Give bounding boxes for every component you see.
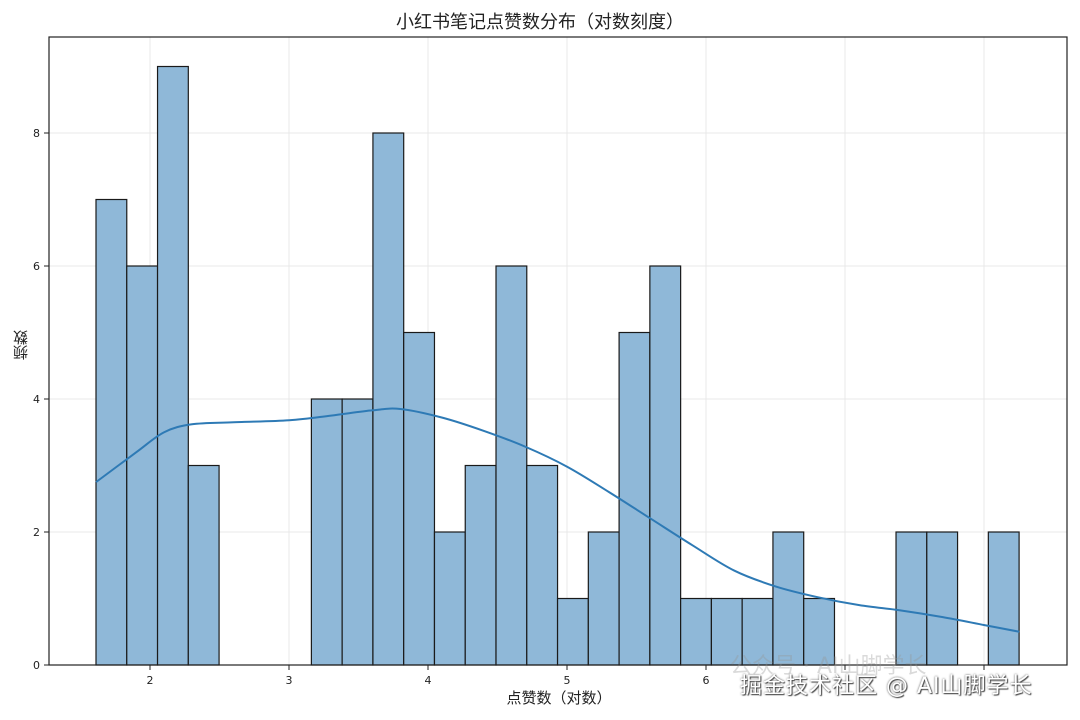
y-axis-label: 频数 [12, 330, 30, 360]
histogram-bar [156, 65, 189, 666]
svg-text:4: 4 [425, 674, 432, 687]
histogram-bar [95, 198, 128, 666]
svg-text:6: 6 [33, 260, 40, 273]
svg-text:4: 4 [33, 393, 40, 406]
svg-text:2: 2 [33, 526, 40, 539]
histogram-bar [403, 331, 436, 666]
histogram-bar [310, 398, 343, 666]
histogram-bar [464, 464, 497, 666]
x-axis-label: 点赞数（对数） [506, 689, 612, 707]
kde-curve [95, 407, 1020, 633]
svg-text:5: 5 [564, 674, 571, 687]
y-axis-ticks: 0 2 4 6 8 [33, 127, 49, 672]
histogram-bar [433, 531, 466, 666]
histogram-bar [741, 597, 774, 666]
histogram-bar [126, 265, 159, 666]
svg-text:8: 8 [33, 127, 40, 140]
svg-text:3: 3 [286, 674, 293, 687]
svg-text:6: 6 [703, 674, 710, 687]
histogram-bar [372, 132, 405, 666]
histogram-bar [341, 398, 374, 666]
histogram-bar [526, 464, 559, 666]
histogram-bar [987, 531, 1020, 666]
histogram-bar [187, 464, 220, 666]
histogram-bar [926, 531, 959, 666]
histogram-bar [710, 597, 743, 666]
histogram-bar [649, 265, 682, 666]
histogram-bar [587, 531, 620, 666]
watermark: 掘金技术社区 @ AI山脚学长 [740, 674, 1033, 699]
histogram-bars [95, 65, 1020, 666]
histogram-bar [495, 265, 528, 666]
histogram-bar [680, 597, 713, 666]
watermark-ghost: 公众号 · AI山脚学长 [730, 654, 927, 679]
svg-text:2: 2 [147, 674, 154, 687]
x-axis-ticks: 2 3 4 5 6 [147, 665, 985, 687]
histogram-bar [556, 597, 589, 666]
histogram-bar [772, 531, 805, 666]
plot-frame [48, 36, 1068, 666]
histogram-bar [618, 331, 651, 666]
histogram-bar [895, 531, 928, 666]
chart-title: 小红书笔记点赞数分布（对数刻度） [396, 12, 684, 33]
svg-text:0: 0 [33, 659, 40, 672]
